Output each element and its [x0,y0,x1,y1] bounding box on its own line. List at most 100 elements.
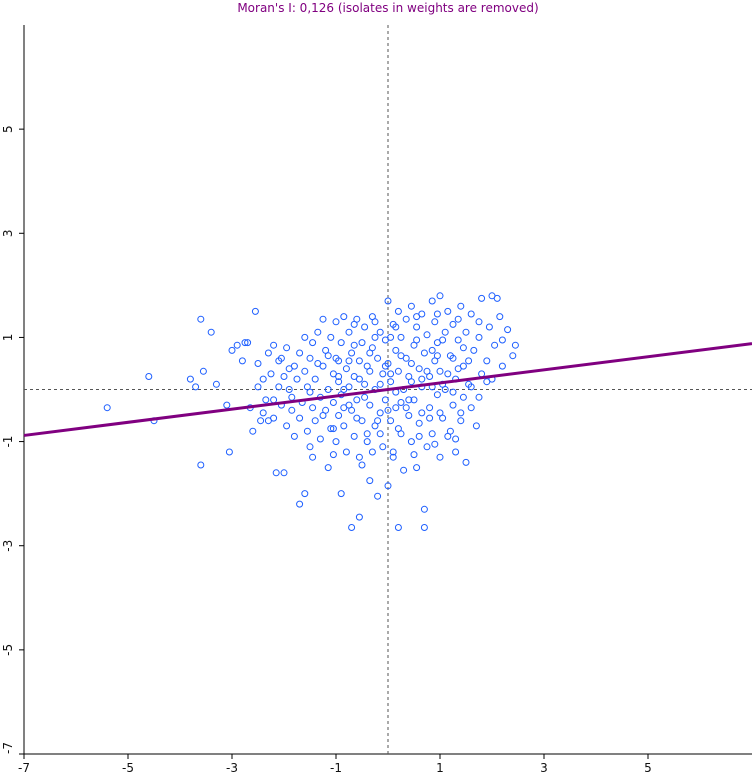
data-point [433,352,441,360]
data-point [223,401,231,409]
data-point [337,490,345,498]
data-point [329,425,337,433]
data-point [394,307,402,315]
data-point [324,352,332,360]
data-point [426,414,434,422]
data-point [283,344,291,352]
data-point [259,409,267,417]
data-point [509,352,517,360]
data-point [433,310,441,318]
data-point [275,383,283,391]
data-point [478,294,486,302]
x-tick-label: 3 [540,761,548,775]
data-point [342,365,350,373]
data-point [207,328,215,336]
data-point [264,349,272,357]
data-point [244,339,252,347]
data-point [379,370,387,378]
data-point [465,357,473,365]
data-point [319,315,327,323]
data-point [249,427,257,435]
data-point [327,333,335,341]
x-tick-label: -7 [18,761,30,775]
data-point [340,422,348,430]
data-point [301,490,309,498]
data-point [389,448,397,456]
data-point [428,430,436,438]
data-point [444,307,452,315]
data-point [400,466,408,474]
data-point [428,346,436,354]
y-tick-label: 1 [1,334,15,342]
data-point [366,477,374,485]
data-point [384,406,392,414]
data-point [441,328,449,336]
data-point [212,380,220,388]
data-point [433,391,441,399]
data-point [233,341,241,349]
data-point [309,339,317,347]
data-point [355,513,363,521]
data-point [374,492,382,500]
data-point [270,396,278,404]
data-point [439,336,447,344]
data-point [285,365,293,373]
data-point [449,388,457,396]
data-point [361,393,369,401]
data-point [262,396,270,404]
data-point [301,333,309,341]
data-point [259,375,267,383]
regression-line-group [23,342,752,437]
data-point [387,417,395,425]
data-point [454,336,462,344]
data-point [363,438,371,446]
data-point [457,409,465,417]
data-point [415,365,423,373]
data-point [348,349,356,357]
data-point [405,412,413,419]
data-point [376,380,384,388]
data-point [355,453,363,461]
data-point [491,341,499,349]
data-point [394,425,402,433]
data-point [485,323,493,331]
data-point [197,461,205,469]
data-point [366,401,374,409]
x-tick-label: 1 [436,761,444,775]
data-point [327,425,335,433]
data-point [402,404,410,412]
y-tick-label: -7 [1,742,15,754]
data-point [470,346,478,354]
data-point [418,375,426,383]
data-point [462,328,470,336]
y-tick-label: -5 [1,644,15,656]
data-point [413,313,421,321]
data-point [335,357,343,365]
data-point [296,349,304,357]
data-point [353,396,361,404]
data-point [381,362,389,370]
data-point [335,412,343,419]
data-point [288,393,296,401]
data-point [407,378,415,386]
data-point [426,404,434,412]
data-point [387,370,395,378]
data-point [449,354,457,362]
data-point [329,451,337,459]
data-point [361,380,369,388]
data-point [452,448,460,456]
data-point [376,430,384,438]
data-point [387,333,395,341]
data-points [103,292,519,531]
y-tick-label: 3 [1,229,15,237]
data-point [449,401,457,409]
x-tick-label: -3 [226,761,238,775]
chart-title: Moran's I: 0,126 (isolates in weights ar… [237,1,538,15]
data-point [407,302,415,310]
data-point [449,320,457,328]
data-point [290,432,298,440]
data-point [467,310,475,318]
y-tick-label: -3 [1,540,15,552]
data-point [410,396,418,404]
